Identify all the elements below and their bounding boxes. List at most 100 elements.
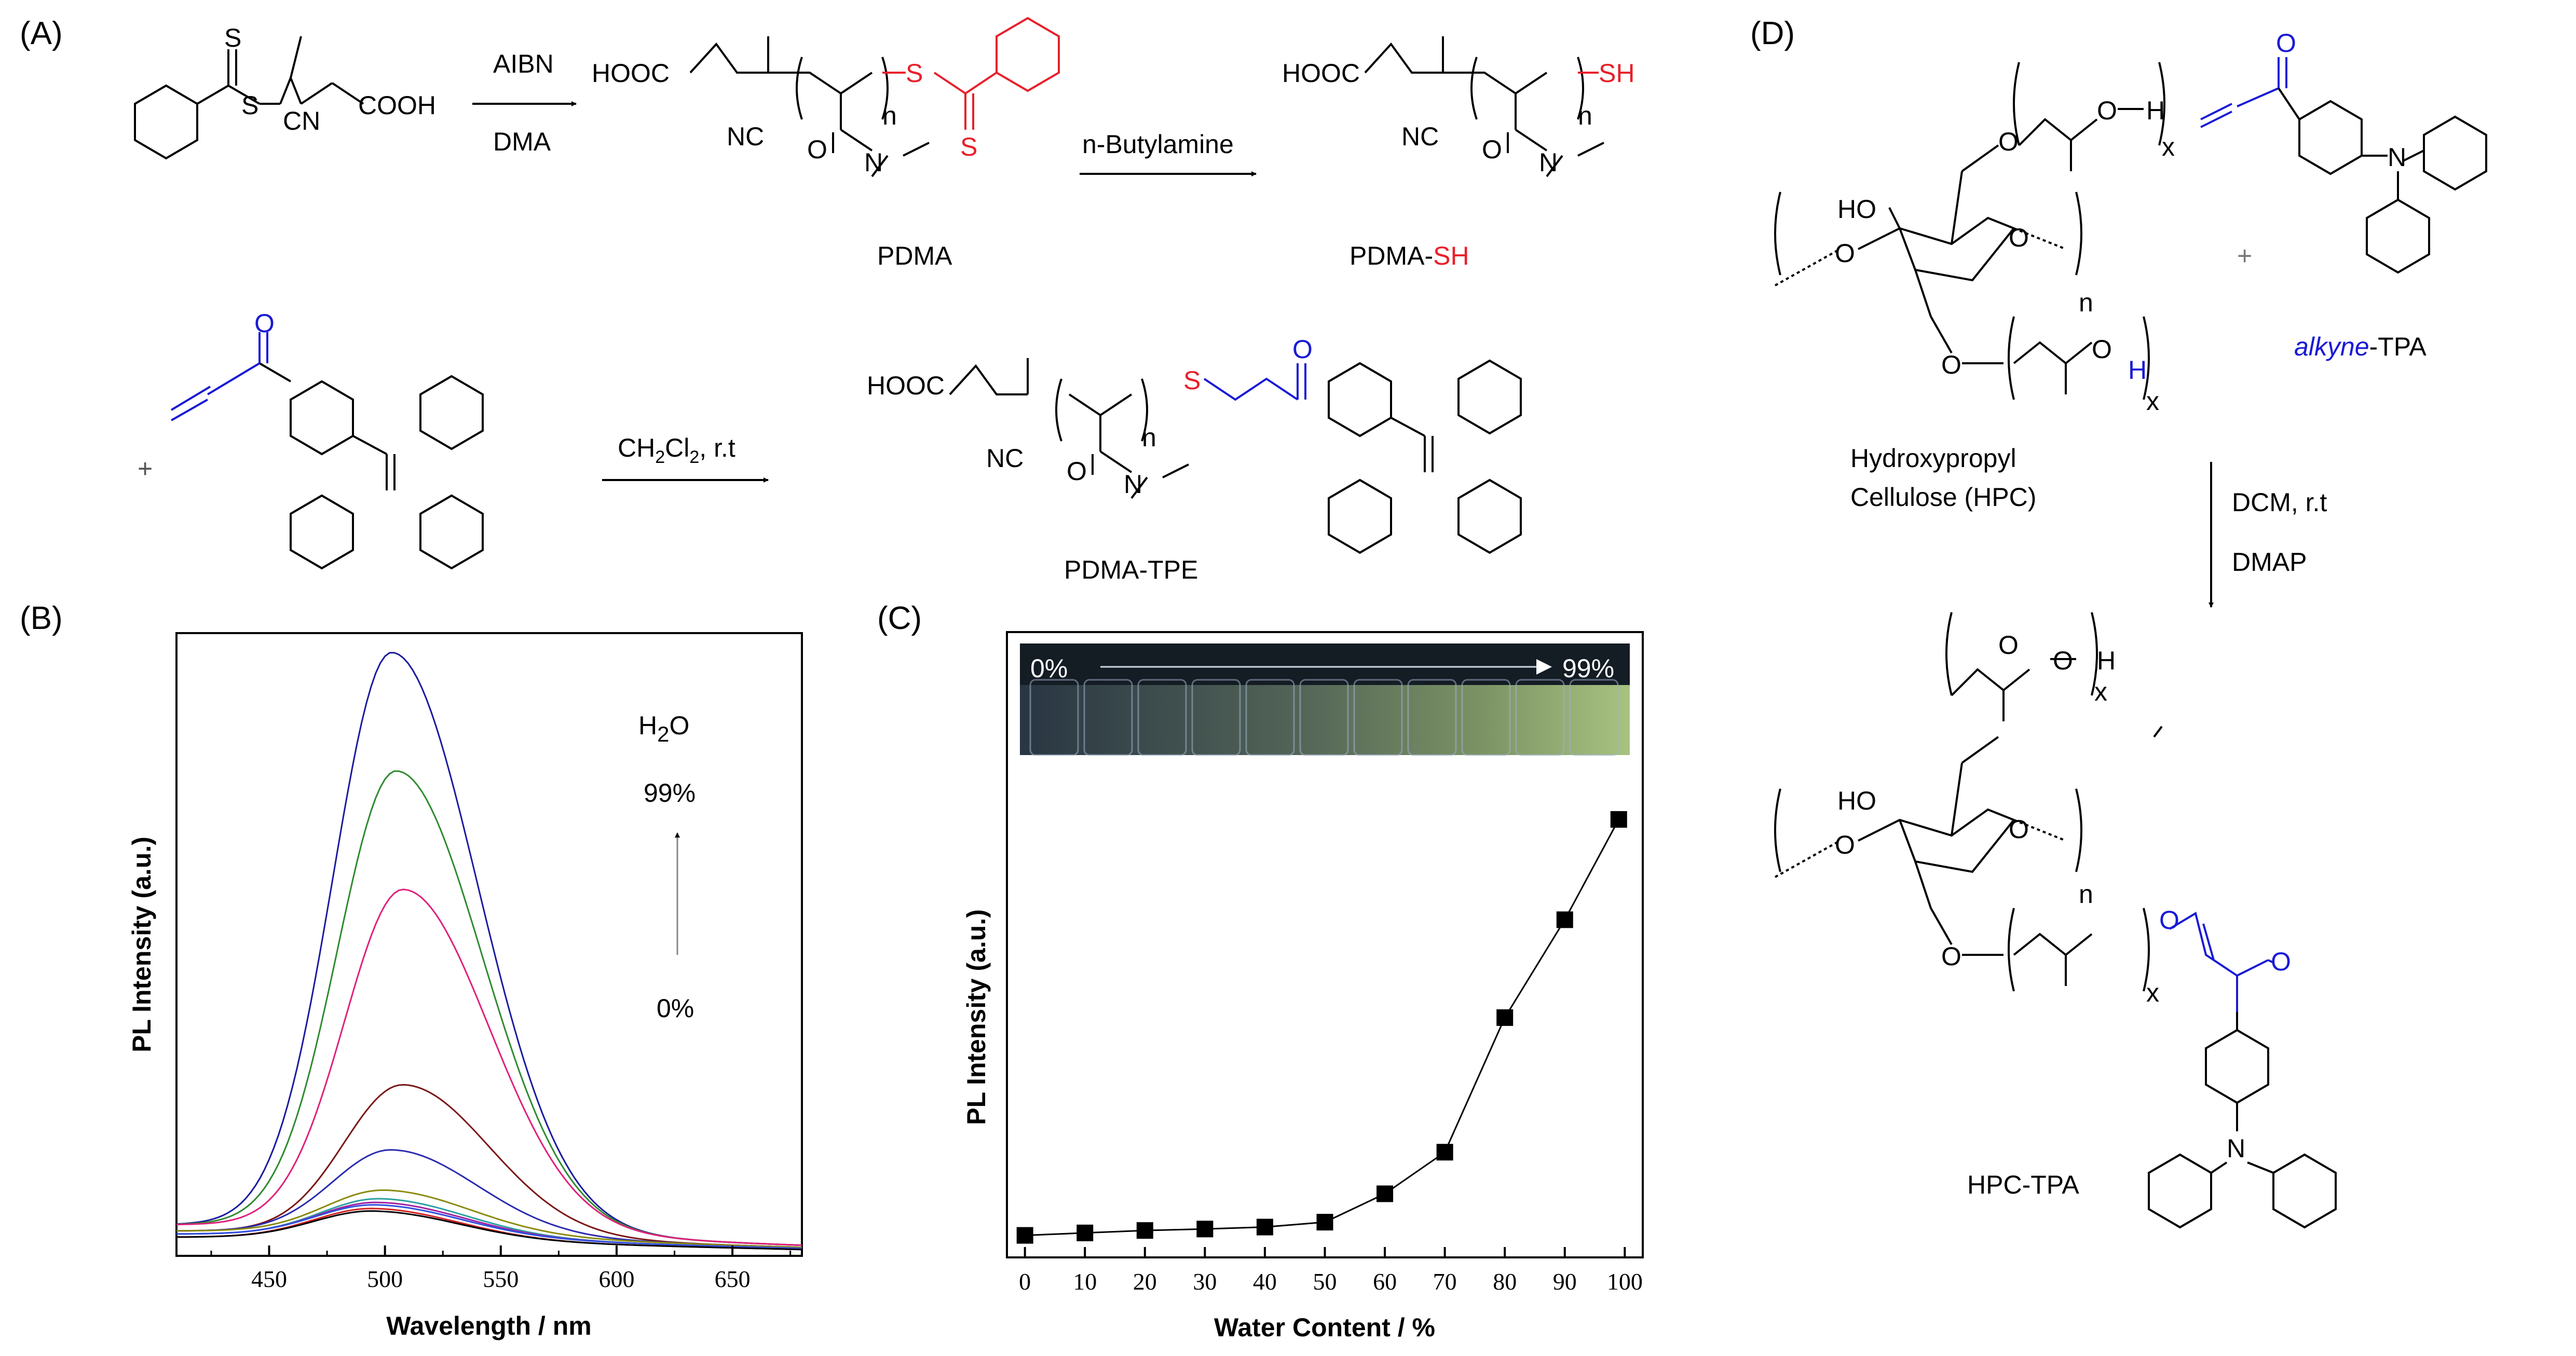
tpe-n-amide-label: N — [1124, 470, 1142, 499]
vial-photo-inset: 0% 99% — [1020, 643, 1630, 756]
tpa-n-label: N — [2388, 143, 2406, 172]
chart-c-x-tick-label: 80 — [1493, 1268, 1517, 1295]
chart-b-x-tick-label: 650 — [715, 1266, 751, 1292]
scheme-a-text: S S CN COOH AIBN DMA HOOC NC n O N S S P… — [138, 23, 1634, 584]
prod-ho-label: HO — [1837, 786, 1876, 815]
plus-sign-a: + — [138, 454, 153, 483]
tpe-nc-label: NC — [986, 444, 1024, 473]
chart-c-line-group — [1025, 819, 1620, 1237]
prod-x-bottom-label: x — [2146, 978, 2159, 1007]
tpe-phenyl-ring-1 — [419, 375, 484, 450]
chart-b: 450 500 550 600 650 Wavelength / nm PL Inten… — [127, 632, 803, 1340]
chart-c-x-tick-label: 90 — [1553, 1268, 1577, 1295]
tpe-s-label: S — [1183, 366, 1201, 395]
chart-b-y-axis-title: PL Intensity (a.u.) — [127, 837, 156, 1052]
hpc-name-line1: Hydroxypropyl — [1850, 444, 2016, 473]
alkyne-tpa-label: alkyne-TPA — [2294, 332, 2427, 361]
product-tpa-aryl-ring — [2205, 1029, 2269, 1104]
chart-c-data-point — [1076, 1224, 1094, 1241]
pdma-hooc-label: HOOC — [592, 59, 670, 88]
chart-c-data-point — [1016, 1227, 1033, 1244]
tpe-o-label: O — [1292, 335, 1313, 364]
prod-n-label: n — [2079, 880, 2093, 909]
chart-b-series-group — [176, 652, 802, 1251]
vial — [1407, 679, 1457, 756]
chart-c-series-line — [1025, 819, 1620, 1237]
vial — [1245, 679, 1295, 756]
tpe-aryl-ring — [290, 380, 354, 456]
prod-o-blue-label: O — [2159, 906, 2179, 935]
chart-b-x-tick-label: 550 — [483, 1266, 519, 1292]
hpc-o-chain-label: O — [2097, 96, 2117, 125]
chart-c-x-tick-label: 10 — [1073, 1268, 1097, 1295]
chart-b-x-tick-label: 450 — [251, 1266, 287, 1292]
hpc-n-label: n — [2079, 288, 2093, 317]
chart-b-water-annotation: H2O — [638, 711, 689, 746]
pdma-n-label: N — [864, 148, 883, 177]
prod-o-left-label: O — [1835, 830, 1855, 859]
chart-c-data-point — [1196, 1221, 1214, 1238]
panel-label-d: (D) — [1750, 16, 1795, 51]
cta-benzene-ring — [134, 84, 198, 160]
vial-photo-arrowhead — [1536, 659, 1552, 675]
chart-b-annotation-high: 99% — [644, 778, 696, 807]
pdmash-name: PDMA-SH — [1350, 241, 1469, 270]
tpa-aryl-ring — [2298, 100, 2363, 175]
vial-photo-label-right: 99% — [1562, 654, 1614, 683]
hpc-x-top-label: x — [2162, 132, 2175, 161]
scheme-d — [1774, 57, 2487, 1229]
chart-c: 0% 99% 0 10 20 30 40 50 60 70 80 90 100 Water Cont… — [962, 631, 1644, 1342]
chart-c-data-point — [1256, 1218, 1273, 1236]
chart-c-y-axis-title: PL Intensity (a.u.) — [962, 909, 991, 1125]
vial — [1569, 679, 1619, 756]
hpc-h-blue-label: H — [2128, 355, 2147, 385]
pdma-nc-label: NC — [727, 122, 764, 151]
chart-c-data-point — [1610, 811, 1627, 828]
prod-o-ring-label: O — [2009, 815, 2029, 844]
chart-c-data-point — [1556, 911, 1573, 928]
chart-b-series-1 — [176, 652, 802, 1247]
chart-c-x-tick-label: 40 — [1253, 1268, 1277, 1295]
chart-c-x-tick-label: 70 — [1433, 1268, 1457, 1295]
chart-c-x-tick-label: 100 — [1607, 1268, 1643, 1295]
chart-c-data-point — [1376, 1185, 1394, 1202]
chart-c-data-point — [1496, 1009, 1514, 1026]
reagent-aibn: AIBN — [493, 49, 554, 78]
pdma-s2-label: S — [960, 132, 977, 161]
vial — [1137, 679, 1187, 756]
chart-c-x-axis-title: Water Content / % — [1214, 1313, 1435, 1342]
product-tpa-phenyl-ring-1 — [2148, 1153, 2212, 1229]
product-aryl-ring — [1328, 362, 1392, 437]
hpc-o-ring-label: O — [2009, 223, 2029, 252]
alkyne-o-label: O — [254, 309, 275, 338]
pdmash-nc-label: NC — [1401, 122, 1439, 151]
vial-photo-glow — [1020, 685, 1630, 755]
panel-label-a: (A) — [20, 16, 63, 51]
prod-h-label: H — [2097, 646, 2116, 675]
chart-b-ticks-group: 450 500 550 600 650 — [210, 1245, 792, 1292]
product-phenyl-ring-2 — [1328, 478, 1392, 554]
chart-c-x-tick-label: 0 — [1019, 1268, 1031, 1295]
hpc-ho-label: HO — [1837, 195, 1876, 224]
scheme-d-text: HO O O O O H x n O O H x + O N alkyne-TP… — [1835, 29, 2427, 1199]
prod-o-bottom-label: O — [1941, 942, 1961, 971]
solvent-dma: DMA — [493, 127, 551, 156]
chart-c-data-point — [1136, 1222, 1153, 1239]
pdma-thioester-red — [882, 17, 1599, 130]
panel-label-b: (B) — [20, 600, 63, 636]
hpc-x-bottom-label: x — [2146, 387, 2159, 416]
tpe-n-subscript: n — [1142, 423, 1156, 452]
chart-b-frame — [175, 632, 803, 1257]
hpc-o-left-label: O — [1835, 239, 1855, 268]
reagent-butylamine: n-Butylamine — [1082, 130, 1234, 159]
scheme-a — [134, 36, 1604, 570]
tpa-o-label: O — [2276, 29, 2296, 58]
chart-c-points-group — [1016, 811, 1627, 1244]
chart-c-ticks-group: 0 10 20 30 40 50 60 70 80 90 100 — [1019, 1247, 1643, 1295]
chart-c-x-tick-label: 20 — [1133, 1268, 1157, 1295]
prod-o-chain-label: O — [2053, 646, 2073, 675]
pdmatpe-name: PDMA-TPE — [1064, 555, 1198, 584]
pdma-name: PDMA — [877, 241, 952, 270]
hpc-h-top-label: H — [2146, 96, 2165, 125]
